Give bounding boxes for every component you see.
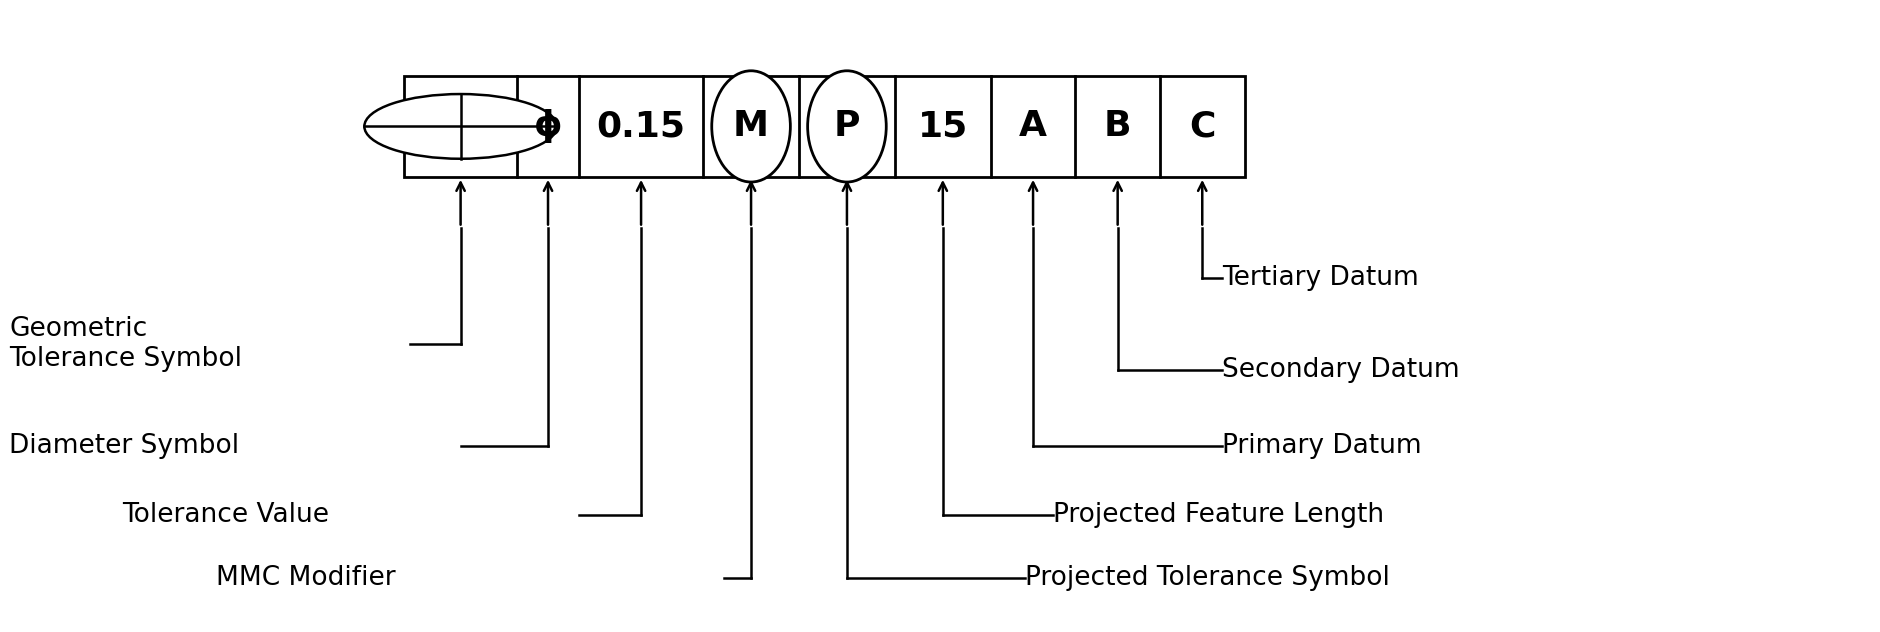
- Text: M: M: [733, 109, 769, 143]
- Text: ϕ: ϕ: [534, 109, 562, 143]
- Text: Projected Feature Length: Projected Feature Length: [1053, 502, 1384, 528]
- Text: 15: 15: [917, 109, 968, 143]
- Text: C: C: [1188, 109, 1216, 143]
- Text: B: B: [1104, 109, 1132, 143]
- Ellipse shape: [713, 71, 790, 182]
- Text: 0.15: 0.15: [596, 109, 686, 143]
- Bar: [404, 76, 1245, 177]
- Text: A: A: [1019, 109, 1047, 143]
- Ellipse shape: [808, 71, 885, 182]
- Text: MMC Modifier: MMC Modifier: [216, 565, 397, 592]
- Text: Primary Datum: Primary Datum: [1222, 432, 1421, 459]
- Text: Tolerance Value: Tolerance Value: [122, 502, 329, 528]
- Circle shape: [365, 94, 556, 159]
- Text: P: P: [833, 109, 861, 143]
- Text: Secondary Datum: Secondary Datum: [1222, 356, 1459, 383]
- Text: Diameter Symbol: Diameter Symbol: [9, 432, 239, 459]
- Text: Projected Tolerance Symbol: Projected Tolerance Symbol: [1025, 565, 1389, 592]
- Text: Geometric
Tolerance Symbol: Geometric Tolerance Symbol: [9, 317, 243, 372]
- Text: Tertiary Datum: Tertiary Datum: [1222, 265, 1419, 291]
